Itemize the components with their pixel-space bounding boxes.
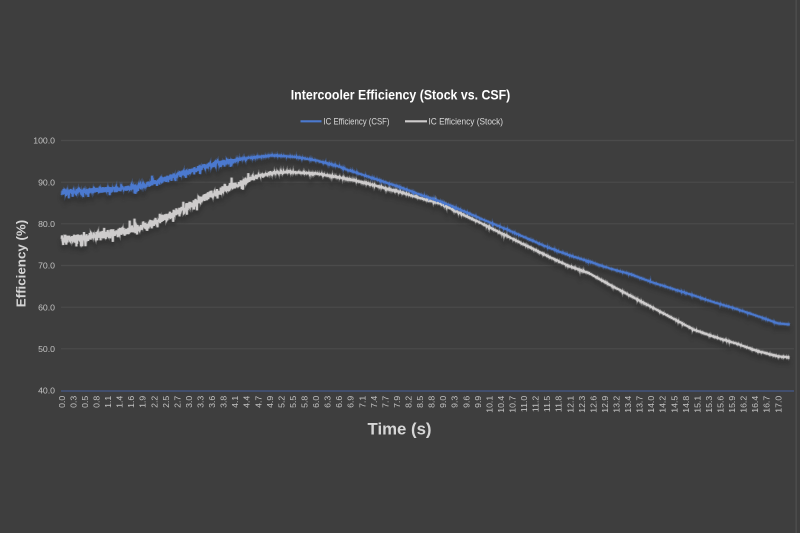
- svg-text:11.2: 11.2: [531, 396, 541, 412]
- svg-text:12.1: 12.1: [565, 396, 575, 413]
- svg-text:14.0: 14.0: [646, 396, 656, 413]
- svg-text:7.4: 7.4: [369, 396, 379, 408]
- svg-text:4.7: 4.7: [253, 396, 263, 408]
- svg-text:Time (s): Time (s): [368, 421, 432, 439]
- svg-text:10.1: 10.1: [484, 396, 494, 413]
- svg-text:7.9: 7.9: [392, 396, 402, 408]
- svg-text:Efficiency (%): Efficiency (%): [14, 220, 29, 308]
- svg-text:11.0: 11.0: [519, 396, 529, 412]
- svg-text:7.7: 7.7: [380, 396, 390, 408]
- svg-text:5.2: 5.2: [276, 396, 286, 408]
- svg-text:16.7: 16.7: [762, 396, 772, 413]
- svg-text:90.0: 90.0: [38, 177, 55, 187]
- svg-text:15.1: 15.1: [692, 396, 702, 413]
- svg-text:6.3: 6.3: [323, 396, 333, 408]
- svg-text:4.1: 4.1: [230, 396, 240, 408]
- svg-text:70.0: 70.0: [38, 261, 55, 271]
- svg-text:5.8: 5.8: [300, 396, 310, 408]
- svg-text:3.8: 3.8: [219, 396, 229, 408]
- svg-text:12.6: 12.6: [588, 396, 598, 413]
- svg-text:1.4: 1.4: [115, 396, 125, 408]
- svg-text:0.0: 0.0: [57, 396, 67, 408]
- svg-text:100.0: 100.0: [33, 136, 55, 146]
- svg-text:IC Efficiency (CSF): IC Efficiency (CSF): [324, 116, 390, 127]
- svg-text:13.4: 13.4: [623, 396, 633, 413]
- svg-text:12.3: 12.3: [577, 396, 587, 413]
- svg-text:16.2: 16.2: [739, 396, 749, 413]
- svg-text:15.9: 15.9: [727, 396, 737, 413]
- svg-text:2.7: 2.7: [172, 396, 182, 408]
- svg-text:14.2: 14.2: [658, 396, 668, 413]
- svg-text:0.5: 0.5: [80, 396, 90, 408]
- svg-text:1.9: 1.9: [138, 396, 148, 408]
- svg-text:80.0: 80.0: [38, 219, 55, 229]
- svg-text:14.8: 14.8: [681, 396, 691, 413]
- svg-text:11.8: 11.8: [554, 396, 564, 412]
- svg-text:8.8: 8.8: [427, 396, 437, 408]
- svg-text:0.8: 0.8: [92, 396, 102, 408]
- svg-text:2.5: 2.5: [161, 396, 171, 408]
- svg-text:8.5: 8.5: [415, 396, 425, 408]
- svg-text:4.9: 4.9: [265, 396, 275, 408]
- svg-text:40.0: 40.0: [38, 386, 55, 396]
- svg-text:12.9: 12.9: [600, 396, 610, 413]
- svg-text:9.6: 9.6: [461, 396, 471, 408]
- svg-text:50.0: 50.0: [38, 344, 55, 354]
- svg-text:15.3: 15.3: [704, 396, 714, 413]
- svg-text:6.0: 6.0: [311, 396, 321, 408]
- svg-text:15.6: 15.6: [716, 396, 726, 413]
- svg-text:9.9: 9.9: [473, 396, 483, 408]
- svg-text:IC Efficiency (Stock): IC Efficiency (Stock): [429, 116, 504, 127]
- svg-text:13.7: 13.7: [635, 396, 645, 413]
- svg-text:0.3: 0.3: [68, 396, 78, 408]
- svg-text:1.1: 1.1: [103, 396, 113, 408]
- svg-text:60.0: 60.0: [38, 302, 55, 312]
- svg-text:1.6: 1.6: [126, 396, 136, 408]
- svg-text:9.0: 9.0: [438, 396, 448, 408]
- svg-text:17.0: 17.0: [773, 396, 783, 413]
- svg-text:13.2: 13.2: [612, 396, 622, 413]
- svg-text:3.6: 3.6: [207, 396, 217, 408]
- svg-text:4.4: 4.4: [242, 396, 252, 408]
- svg-text:10.7: 10.7: [508, 396, 518, 413]
- svg-text:14.5: 14.5: [669, 396, 679, 413]
- svg-text:9.3: 9.3: [450, 396, 460, 408]
- svg-text:5.5: 5.5: [288, 396, 298, 408]
- svg-text:7.1: 7.1: [357, 396, 367, 408]
- svg-text:3.3: 3.3: [196, 396, 206, 408]
- svg-text:Intercooler Efficiency (Stock: Intercooler Efficiency (Stock vs. CSF): [291, 88, 511, 103]
- svg-text:6.6: 6.6: [334, 396, 344, 408]
- svg-text:11.5: 11.5: [542, 396, 552, 412]
- svg-text:2.2: 2.2: [149, 396, 159, 408]
- svg-text:16.4: 16.4: [750, 396, 760, 413]
- svg-text:6.9: 6.9: [346, 396, 356, 408]
- svg-text:3.0: 3.0: [184, 396, 194, 408]
- svg-text:8.2: 8.2: [404, 396, 414, 408]
- svg-text:10.4: 10.4: [496, 396, 506, 413]
